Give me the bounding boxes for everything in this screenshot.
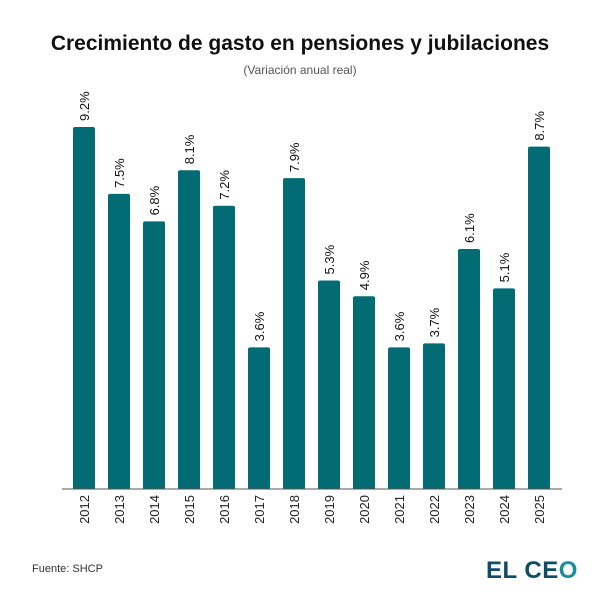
data-label: 9.2% xyxy=(77,91,92,121)
x-tick-label: 2018 xyxy=(287,495,302,524)
bar-2022 xyxy=(423,343,445,489)
data-label: 3.6% xyxy=(392,311,407,341)
data-label: 8.1% xyxy=(182,134,197,164)
x-tick-label: 2023 xyxy=(462,495,477,524)
x-tick-label: 2012 xyxy=(77,495,92,524)
logo-o: O xyxy=(558,557,578,584)
bar-2018 xyxy=(283,178,305,490)
data-label: 6.8% xyxy=(147,185,162,215)
bar-2013 xyxy=(108,193,130,490)
data-label: 5.3% xyxy=(322,244,337,274)
x-tick-label: 2020 xyxy=(357,495,372,524)
x-tick-label: 2015 xyxy=(182,495,197,524)
el-ceo-logo: EL CEO xyxy=(486,557,578,585)
bar-2025 xyxy=(528,146,550,489)
x-tick-label: 2014 xyxy=(147,495,162,524)
bar-2020 xyxy=(353,296,375,489)
bar-2024 xyxy=(493,288,515,489)
data-label: 3.6% xyxy=(252,311,267,341)
data-label: 4.9% xyxy=(357,260,372,290)
bar-2015 xyxy=(178,170,200,490)
data-label: 8.7% xyxy=(532,111,547,141)
data-label: 7.2% xyxy=(217,170,232,200)
data-label: 7.5% xyxy=(112,158,127,188)
x-tick-label: 2016 xyxy=(217,495,232,524)
bar-2012 xyxy=(73,127,95,489)
source-note: Fuente: SHCP xyxy=(32,563,103,575)
bar-2021 xyxy=(388,347,410,489)
x-tick-label: 2017 xyxy=(252,495,267,524)
x-tick-label: 2024 xyxy=(497,495,512,524)
x-tick-label: 2025 xyxy=(532,495,547,524)
x-tick-label: 2022 xyxy=(427,495,442,524)
data-label: 7.9% xyxy=(287,142,302,172)
x-tick-label: 2019 xyxy=(322,495,337,524)
bar-2016 xyxy=(213,205,235,489)
bar-2017 xyxy=(248,347,270,489)
data-label: 3.7% xyxy=(427,307,442,337)
chart-title: Crecimiento de gasto en pensiones y jubi… xyxy=(50,32,550,55)
bar-2023 xyxy=(458,248,480,489)
data-label: 5.1% xyxy=(497,252,512,282)
bar-2014 xyxy=(143,221,165,489)
chart-subtitle: (Variación anual real) xyxy=(243,63,357,77)
logo-text: EL CE xyxy=(486,557,559,584)
x-tick-label: 2013 xyxy=(112,495,127,524)
x-tick-label: 2021 xyxy=(392,495,407,524)
bar-2019 xyxy=(318,280,340,489)
data-label: 6.1% xyxy=(462,213,477,243)
